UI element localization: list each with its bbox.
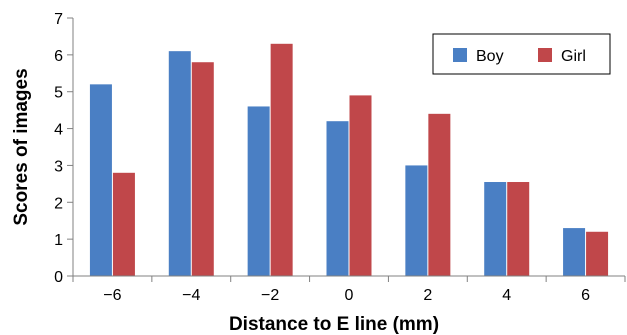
x-axis-title: Distance to E line (mm) bbox=[229, 314, 439, 335]
bar-boy-1 bbox=[168, 51, 191, 276]
legend-swatch-boy bbox=[453, 48, 467, 62]
bar-girl-5 bbox=[507, 182, 530, 276]
bar-girl-2 bbox=[270, 43, 293, 276]
legend: Boy Girl bbox=[432, 33, 611, 75]
x-tick-label: 6 bbox=[581, 287, 590, 304]
bar-girl-6 bbox=[586, 231, 609, 276]
bar-boy-6 bbox=[563, 228, 586, 276]
bar-boy-5 bbox=[484, 182, 507, 276]
y-tick-label: 2 bbox=[54, 195, 63, 212]
legend-box bbox=[432, 33, 611, 75]
x-tick-label: 2 bbox=[423, 287, 432, 304]
bar-boy-3 bbox=[326, 121, 349, 276]
bar-boy-0 bbox=[89, 84, 112, 276]
y-ticks-group: 0 1 2 3 4 5 6 7 bbox=[54, 11, 73, 286]
legend-label-girl: Girl bbox=[561, 48, 586, 65]
x-tick-label: −4 bbox=[182, 287, 200, 304]
y-axis-title: Scores of images bbox=[11, 68, 32, 225]
y-tick-label: 4 bbox=[54, 122, 63, 139]
x-ticks-group: −6 −4 −2 0 2 4 6 bbox=[72, 276, 626, 304]
y-tick-label: 5 bbox=[54, 85, 63, 102]
y-tick-label: 1 bbox=[54, 232, 63, 249]
x-tick-label: −6 bbox=[103, 287, 121, 304]
y-tick-label: 7 bbox=[54, 11, 63, 28]
bar-girl-1 bbox=[191, 62, 214, 276]
bar-boy-2 bbox=[247, 106, 270, 276]
x-tick-label: −2 bbox=[261, 287, 279, 304]
y-tick-label: 0 bbox=[54, 269, 63, 286]
bar-boy-4 bbox=[405, 165, 428, 276]
y-tick-label: 3 bbox=[54, 158, 63, 175]
bar-girl-4 bbox=[428, 113, 451, 276]
legend-label-boy: Boy bbox=[476, 48, 504, 65]
y-tick-label: 6 bbox=[54, 48, 63, 65]
x-tick-label: 4 bbox=[502, 287, 511, 304]
bar-girl-3 bbox=[349, 95, 372, 277]
legend-swatch-girl bbox=[538, 48, 552, 62]
bar-girl-0 bbox=[112, 172, 135, 276]
x-tick-label: 0 bbox=[345, 287, 354, 304]
bars-group bbox=[89, 43, 609, 277]
